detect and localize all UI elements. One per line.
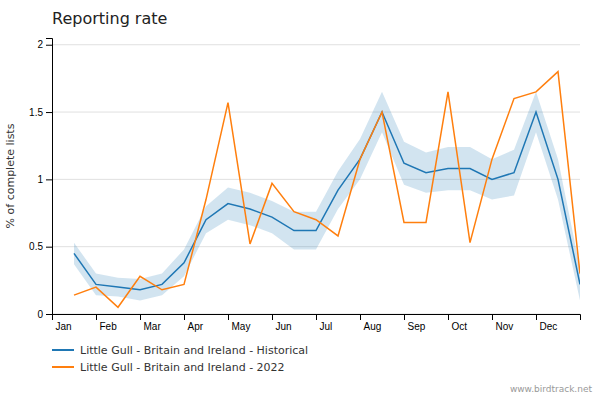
x-tick-mark xyxy=(140,314,141,320)
x-axis: Jan Feb Mar Apr May Jun Jul Aug Sep Oct Nov Dec xyxy=(53,314,581,332)
y-tick-mark xyxy=(46,247,52,248)
y-axis: 0 0.5 1 1.5 2 xyxy=(29,39,52,320)
grid xyxy=(52,45,580,314)
x-tick-label: Jun xyxy=(276,321,292,332)
legend-label: Little Gull - Britain and Ireland - 2022 xyxy=(80,361,285,374)
y-tick: 0.5 xyxy=(29,241,52,252)
x-tick-label: May xyxy=(232,321,251,332)
x-tick: Jun xyxy=(273,314,292,332)
y-tick: 0 xyxy=(37,309,52,320)
x-tick-mark xyxy=(272,314,273,320)
x-tick-label: Dec xyxy=(540,321,558,332)
x-tick: Mar xyxy=(141,314,162,332)
x-tick-mark xyxy=(536,314,537,320)
x-tick: Feb xyxy=(97,314,118,332)
x-tick: Jul xyxy=(317,314,333,332)
x-tick: Nov xyxy=(493,314,514,332)
legend-label: Little Gull - Britain and Ireland - Hist… xyxy=(80,344,308,357)
y-tick-label: 0 xyxy=(37,309,43,320)
title: Reporting rate xyxy=(52,9,167,28)
x-tick: May xyxy=(229,314,251,332)
y-tick: 2 xyxy=(37,39,52,50)
y-tick: 1.5 xyxy=(29,107,52,118)
x-tick-mark xyxy=(404,314,405,320)
grid-line xyxy=(52,112,580,113)
legend-item: Little Gull - Britain and Ireland - Hist… xyxy=(52,344,308,357)
x-tick-label: Feb xyxy=(100,321,118,332)
x-tick: Apr xyxy=(185,314,204,332)
y-tick-mark xyxy=(46,112,52,113)
y-tick-mark xyxy=(46,314,52,315)
legend: Little Gull - Britain and Ireland - Hist… xyxy=(52,344,308,374)
x-tick: Sep xyxy=(405,314,426,332)
x-tick-mark xyxy=(360,314,361,320)
grid-line xyxy=(52,44,580,45)
x-tick-label: Oct xyxy=(452,321,468,332)
y-axis-line xyxy=(46,39,53,315)
x-tick-label: Jan xyxy=(56,321,72,332)
x-tick: Dec xyxy=(537,314,558,332)
y-tick-label: 0.5 xyxy=(29,241,43,252)
chart: 0 0.5 1 1.5 2 Jan Feb Mar Apr May Jun Jul Aug Sep Oct N… xyxy=(0,0,600,400)
x-tick-mark xyxy=(228,314,229,320)
data xyxy=(74,72,580,308)
x-tick: Aug xyxy=(361,314,382,332)
x-tick-label: Jul xyxy=(320,321,333,332)
y-tick-label: 1 xyxy=(37,174,43,185)
x-tick: Oct xyxy=(449,314,468,332)
x-tick-mark xyxy=(52,314,53,320)
series-line xyxy=(74,112,580,290)
y-tick-mark xyxy=(46,45,52,46)
x-tick-label: Nov xyxy=(496,321,514,332)
legend-swatch xyxy=(52,349,74,351)
x-tick-mark xyxy=(448,314,449,320)
annotation: www.birdtrack.net xyxy=(510,384,593,394)
legend-swatch xyxy=(52,366,74,368)
x-tick: Jan xyxy=(53,314,72,332)
x-axis-line xyxy=(53,315,581,321)
x-tick-label: Sep xyxy=(408,321,426,332)
x-tick-label: Mar xyxy=(144,321,162,332)
x-tick-label: Aug xyxy=(364,321,382,332)
y-tick: 1 xyxy=(37,174,52,185)
x-tick-mark xyxy=(316,314,317,320)
y-tick-mark xyxy=(46,179,52,180)
x-tick-mark xyxy=(184,314,185,320)
y-axis-label: % of complete lists xyxy=(4,123,17,228)
plot: 0 0.5 1 1.5 2 Jan Feb Mar Apr May Jun Jul Aug Sep Oct N… xyxy=(29,39,580,333)
series-line xyxy=(74,72,580,308)
legend-item: Little Gull - Britain and Ireland - 2022 xyxy=(52,361,285,374)
x-tick-mark xyxy=(96,314,97,320)
y-tick-label: 2 xyxy=(37,39,43,50)
y-tick-label: 1.5 xyxy=(29,107,43,118)
x-tick-label: Apr xyxy=(188,321,204,332)
confidence-band xyxy=(74,92,580,301)
x-tick-mark xyxy=(492,314,493,320)
